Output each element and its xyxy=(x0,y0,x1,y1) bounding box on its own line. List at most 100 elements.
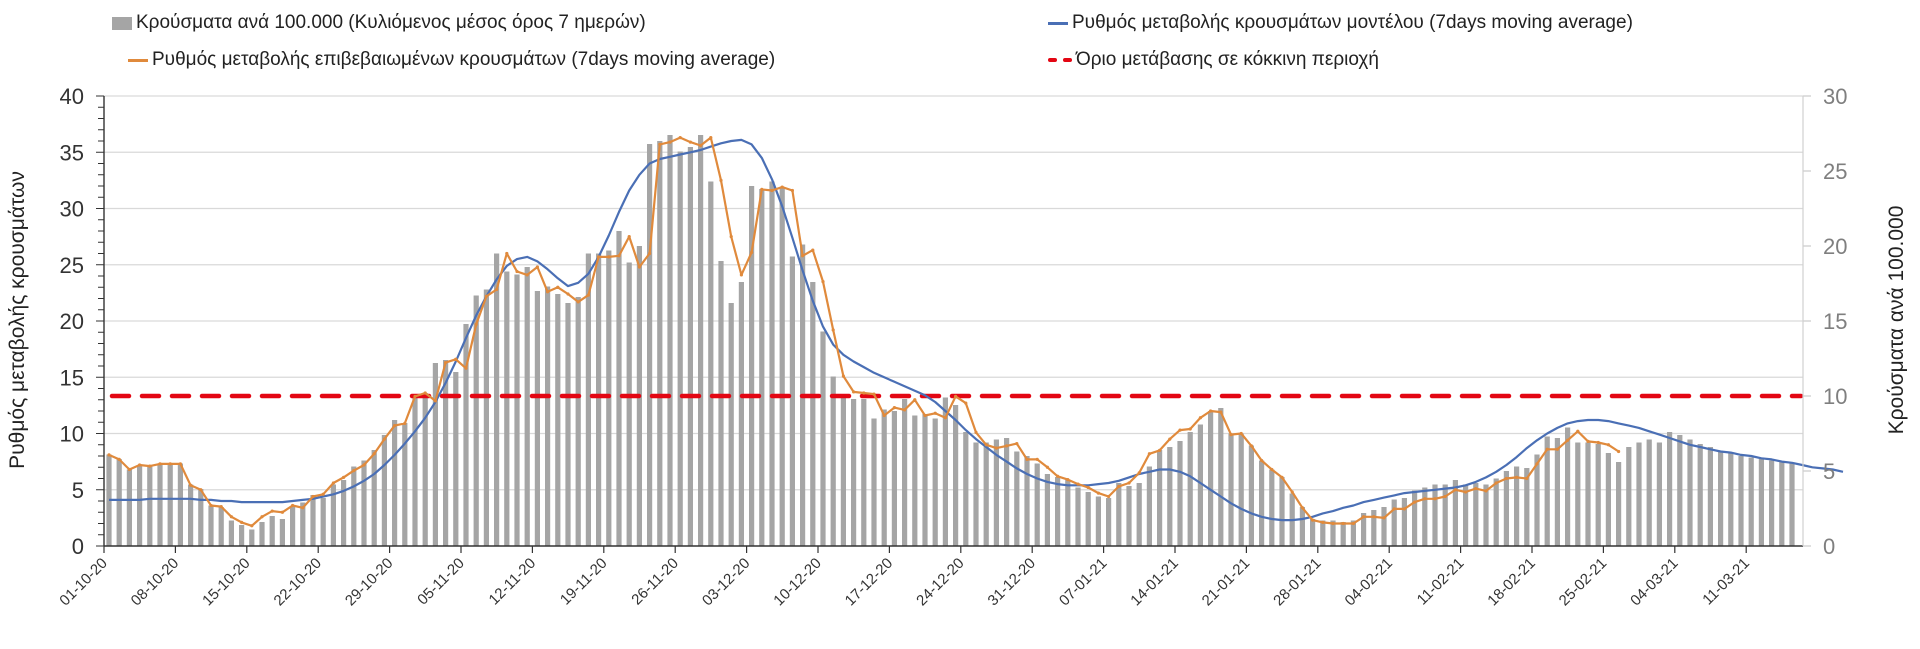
orange-point xyxy=(1617,449,1621,454)
bar xyxy=(1136,483,1142,546)
legend-bars-label: Κρούσματα ανά 100.000 (Κυλιόμενος μέσος … xyxy=(136,12,646,33)
bar xyxy=(545,286,551,546)
bar xyxy=(1646,439,1652,546)
bar xyxy=(269,516,275,546)
orange-point xyxy=(760,187,764,191)
orange-point xyxy=(750,250,754,254)
orange-point xyxy=(913,398,917,402)
bar xyxy=(1565,427,1571,546)
bar xyxy=(1769,460,1775,546)
bar xyxy=(1371,510,1377,546)
x-tick-label: 26-11-20 xyxy=(628,555,682,609)
x-tick-label: 17-12-20 xyxy=(842,555,896,609)
bar xyxy=(1442,484,1448,546)
bar xyxy=(290,507,296,546)
orange-point xyxy=(454,357,458,361)
bar xyxy=(300,502,306,546)
x-tick-label: 19-11-20 xyxy=(557,555,611,609)
legend-orange: Ρυθμός μεταβολής επιβεβαιωμένων κρουσμάτ… xyxy=(128,49,775,71)
y-left-tick-label: 15 xyxy=(60,365,84,390)
y-right-tick-label: 25 xyxy=(1823,159,1847,184)
bar xyxy=(432,363,438,546)
orange-point xyxy=(1321,520,1325,524)
bar xyxy=(1320,520,1326,546)
bar xyxy=(871,418,877,546)
bar xyxy=(1269,469,1275,546)
bar xyxy=(126,469,132,546)
x-tick-label: 12-11-20 xyxy=(486,555,540,609)
bar xyxy=(657,141,663,546)
orange-point xyxy=(1035,457,1039,461)
bar xyxy=(1279,477,1285,546)
bar xyxy=(1738,456,1744,546)
bar xyxy=(228,520,234,546)
x-tick-label: 25-02-21 xyxy=(1556,555,1610,609)
bar xyxy=(1075,487,1081,546)
bar xyxy=(534,291,540,546)
x-tick-label: 01-10-20 xyxy=(56,555,110,609)
bar xyxy=(1636,442,1642,546)
y-left-tick-label: 20 xyxy=(60,309,84,334)
orange-point xyxy=(352,469,356,473)
orange-point xyxy=(107,453,111,457)
orange-point xyxy=(821,280,825,284)
orange-point xyxy=(1555,447,1559,451)
bar xyxy=(1748,457,1754,546)
orange-point xyxy=(525,273,529,277)
orange-point xyxy=(811,248,815,252)
orange-point xyxy=(903,408,907,412)
bar xyxy=(789,256,795,546)
bar xyxy=(361,460,367,546)
bar xyxy=(1779,462,1785,546)
orange-point xyxy=(117,457,121,461)
bar xyxy=(1126,486,1132,546)
bar xyxy=(667,135,673,546)
bar xyxy=(942,397,948,546)
x-tick-label: 04-03-21 xyxy=(1627,555,1681,609)
orange-point xyxy=(943,416,948,420)
bar xyxy=(1493,478,1499,546)
orange-point xyxy=(1535,462,1539,466)
orange-point xyxy=(1168,437,1172,441)
bar xyxy=(330,484,336,546)
orange-point xyxy=(709,136,713,140)
orange-point xyxy=(229,515,233,519)
bar xyxy=(1157,450,1163,546)
bar xyxy=(565,303,571,546)
legend-red: Όριο μετάβασης σε κόκκινη περιοχή xyxy=(1048,49,1379,71)
orange-point xyxy=(362,463,366,467)
orange-point xyxy=(648,251,652,256)
bar xyxy=(351,466,357,546)
bar xyxy=(728,303,734,546)
bar xyxy=(463,324,469,546)
bar xyxy=(1473,483,1479,546)
orange-point xyxy=(852,390,856,394)
bar xyxy=(1707,447,1713,546)
y-left-tick-label: 10 xyxy=(60,422,84,447)
orange-point xyxy=(1015,442,1019,446)
bar xyxy=(983,442,989,546)
orange-point xyxy=(1188,427,1192,431)
y-right-tick-label: 30 xyxy=(1823,84,1847,109)
orange-point xyxy=(719,178,723,182)
orange-point xyxy=(1413,500,1417,504)
bar xyxy=(759,189,765,546)
bar xyxy=(1677,435,1683,546)
legend-blue-label: Ρυθμός μεταβολής κρουσμάτων μοντέλου (7d… xyxy=(1072,12,1633,33)
orange-point xyxy=(1158,448,1162,452)
bar xyxy=(1401,498,1407,546)
legend-orange-label: Ρυθμός μεταβολής επιβεβαιωμένων κρουσμάτ… xyxy=(152,49,776,70)
bar xyxy=(157,463,163,546)
bar xyxy=(912,415,918,546)
bar xyxy=(861,399,867,546)
orange-point xyxy=(535,265,540,269)
orange-point xyxy=(1137,471,1141,475)
orange-point xyxy=(954,394,958,398)
bar xyxy=(881,409,887,546)
orange-point xyxy=(872,392,876,396)
orange-point xyxy=(515,269,519,274)
orange-point xyxy=(862,391,866,395)
bar xyxy=(1514,466,1520,546)
orange-point xyxy=(1280,475,1284,479)
bar xyxy=(1167,447,1173,546)
